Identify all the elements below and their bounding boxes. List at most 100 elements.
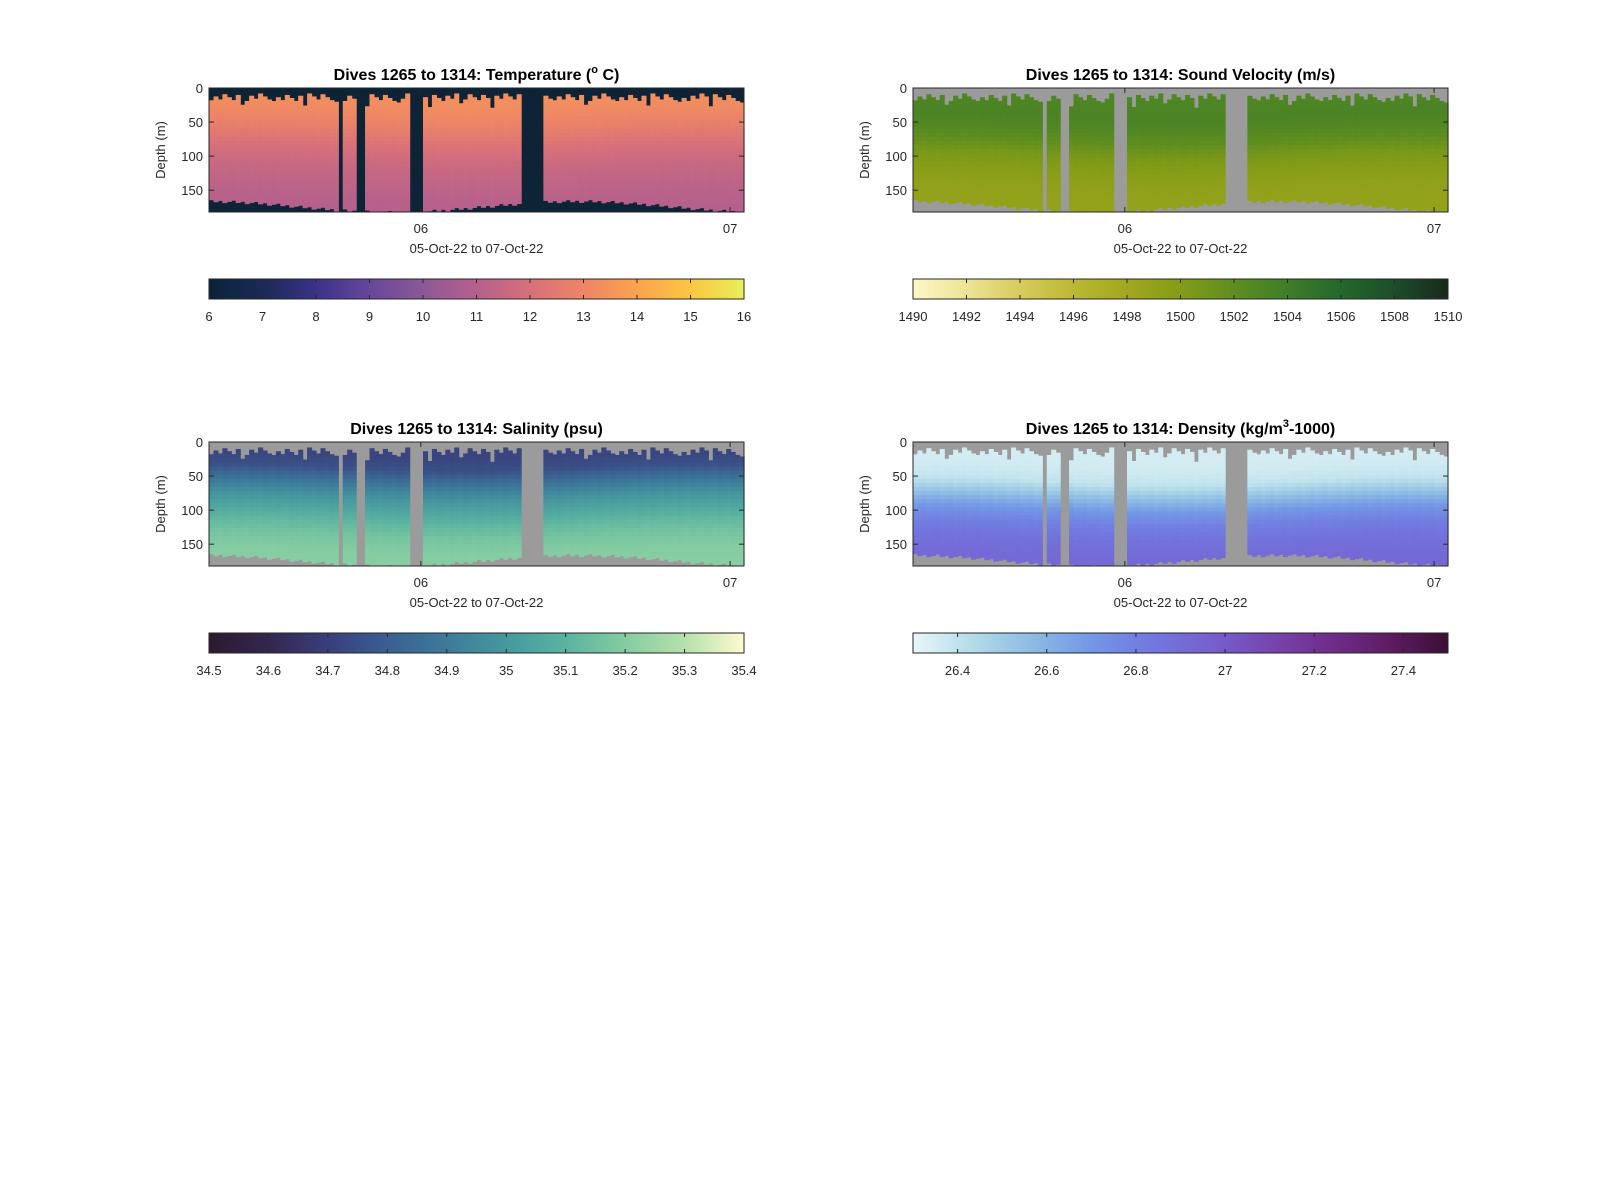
heatmap-cell — [979, 186, 985, 191]
heatmap-cell — [1184, 112, 1191, 118]
heatmap-cell — [1193, 202, 1199, 207]
heatmap-cell — [672, 206, 678, 208]
heatmap-cell — [1189, 202, 1195, 207]
heatmap-cell — [596, 194, 602, 199]
heatmap-cell — [1002, 173, 1008, 179]
heatmap-cell — [440, 104, 446, 109]
heatmap-cell — [1091, 169, 1097, 175]
heatmap-cell — [1171, 198, 1177, 203]
heatmap-cell — [458, 190, 464, 195]
heatmap-cell — [1193, 137, 1199, 142]
heatmap-cell — [311, 177, 317, 183]
heatmap-cell — [1167, 190, 1173, 195]
heatmap-cell — [485, 157, 491, 162]
heatmap-cell — [650, 165, 656, 171]
heatmap-cell — [970, 165, 977, 171]
heatmap-cell — [975, 104, 981, 109]
heatmap-cell — [1251, 116, 1257, 122]
heatmap-cell — [583, 153, 589, 158]
heatmap-cell — [458, 103, 464, 105]
heatmap-cell — [489, 137, 495, 142]
heatmap-cell — [516, 153, 522, 158]
heatmap-cell — [369, 124, 375, 130]
heatmap-cell — [258, 112, 264, 118]
heatmap-cell — [463, 137, 469, 142]
heatmap-cell — [1135, 161, 1141, 167]
heatmap-cell — [694, 120, 701, 126]
heatmap-cell — [614, 149, 620, 154]
heatmap-cell — [917, 157, 923, 162]
heatmap-cell — [1265, 120, 1271, 126]
heatmap-cell — [472, 202, 478, 207]
heatmap-cell — [1189, 108, 1195, 113]
heatmap-cell — [699, 206, 705, 209]
heatmap-cell — [957, 116, 963, 122]
heatmap-cell — [1184, 124, 1191, 130]
heatmap-cell — [503, 104, 509, 109]
heatmap-cell — [396, 210, 402, 212]
heatmap-cell — [699, 93, 705, 97]
heatmap-cell — [993, 194, 999, 199]
heatmap-cell — [605, 145, 611, 150]
heatmap-cell — [467, 173, 473, 179]
heatmap-cell — [436, 141, 442, 146]
heatmap-cell — [917, 149, 923, 154]
heatmap-cell — [1184, 104, 1191, 109]
heatmap-cell — [988, 182, 994, 187]
heatmap-cell — [1086, 173, 1092, 179]
heatmap-cell — [436, 120, 442, 126]
heatmap-cell — [271, 124, 277, 130]
heatmap-cell — [1015, 206, 1021, 210]
heatmap-cell — [503, 112, 509, 118]
heatmap-cell — [244, 157, 250, 162]
heatmap-cell — [721, 120, 727, 126]
heatmap-cell — [1256, 190, 1262, 195]
heatmap-cell — [605, 100, 611, 105]
heatmap-cell — [1104, 132, 1110, 138]
heatmap-cell — [423, 116, 429, 122]
heatmap-cell — [1086, 132, 1092, 138]
heatmap-cell — [739, 104, 745, 109]
heatmap-cell — [681, 157, 687, 162]
heatmap-cell — [681, 124, 687, 130]
heatmap-cell — [387, 108, 393, 113]
heatmap-cell — [677, 186, 683, 191]
heatmap-cell — [1069, 137, 1075, 142]
heatmap-cell — [351, 177, 357, 183]
heatmap-cell — [1077, 186, 1084, 191]
heatmap-cell — [258, 120, 264, 126]
heatmap-cell — [654, 137, 660, 142]
heatmap-cell — [614, 169, 620, 175]
heatmap-cell — [708, 165, 714, 171]
heatmap-cell — [677, 128, 683, 134]
heatmap-cell — [721, 173, 727, 179]
heatmap-cell — [289, 190, 295, 195]
heatmap-cell — [351, 98, 357, 101]
heatmap-cell — [231, 198, 237, 201]
heatmap-cell — [1247, 149, 1253, 154]
heatmap-cell — [935, 145, 941, 150]
heatmap-cell — [217, 120, 223, 126]
heatmap-cell — [650, 141, 656, 146]
heatmap-cell — [472, 173, 478, 179]
heatmap-cell — [690, 116, 696, 122]
heatmap-cell — [1184, 116, 1191, 122]
heatmap-cell — [694, 157, 701, 162]
heatmap-cell — [921, 173, 927, 179]
heatmap-cell — [494, 124, 500, 130]
heatmap-cell — [1269, 112, 1275, 118]
heatmap-cell — [552, 132, 558, 138]
heatmap-cell — [427, 202, 433, 207]
heatmap-cell — [365, 202, 371, 207]
heatmap-cell — [311, 194, 317, 199]
heatmap-cell — [1069, 157, 1075, 162]
heatmap-cell — [1024, 116, 1030, 122]
heatmap-cell — [476, 108, 482, 113]
heatmap-cell — [681, 116, 687, 122]
heatmap-cell — [436, 149, 442, 154]
heatmap-cell — [1153, 161, 1159, 167]
heatmap-cell — [365, 132, 371, 138]
heatmap-cell — [930, 177, 936, 183]
heatmap-cell — [440, 124, 446, 130]
heatmap-cell — [628, 124, 634, 130]
